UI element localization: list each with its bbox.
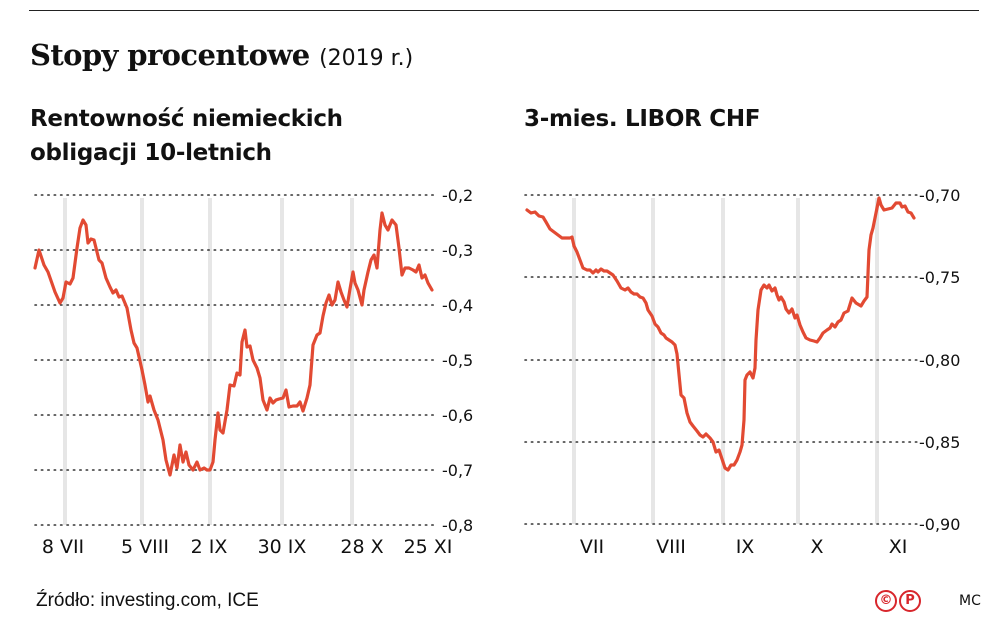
x-tick-label: XI xyxy=(889,536,908,558)
top-rule xyxy=(29,10,979,11)
x-tick-label: 28 X xyxy=(340,536,383,558)
bund-chart-title: Rentowność niemieckich obligacji 10-letn… xyxy=(30,102,450,170)
month-separator xyxy=(208,198,212,525)
data-line xyxy=(33,211,434,477)
x-tick-label: 8 VII xyxy=(42,536,84,558)
x-tick-label: VII xyxy=(580,536,604,558)
press-logo-icon: P xyxy=(899,590,921,612)
y-tick-label: -0,85 xyxy=(919,433,960,452)
year-note: (2019 r.) xyxy=(319,46,414,71)
x-tick-label: IX xyxy=(736,536,755,558)
y-tick-label: -0,80 xyxy=(919,351,960,370)
month-separator xyxy=(280,198,284,525)
x-tick-label: 2 IX xyxy=(191,536,228,558)
author-initials: MC xyxy=(959,593,981,609)
x-tick-label: 25 XI xyxy=(404,536,453,558)
month-separator xyxy=(721,198,725,524)
libor-chart-title-line-1: 3-mies. LIBOR CHF xyxy=(524,106,761,132)
copyright-icon: © xyxy=(875,590,897,612)
page-title-text: Stopy procentowe xyxy=(30,38,310,72)
month-separator xyxy=(572,198,576,524)
source-note: Źródło: investing.com, ICE xyxy=(36,590,259,611)
y-tick-label: -0,90 xyxy=(919,515,960,534)
libor-chart-title: 3-mies. LIBOR CHF xyxy=(524,102,760,136)
y-tick-label: -0,6 xyxy=(442,406,473,425)
y-tick-label: -0,70 xyxy=(919,186,960,205)
y-tick-label: -0,4 xyxy=(442,296,473,315)
y-tick-label: -0,2 xyxy=(442,186,473,205)
bund-yield-chart: -0,2 -0,3 -0,4 -0,5 -0,6 -0,7 -0,8 8 VII 5 VIII 2… xyxy=(33,186,473,558)
month-separator xyxy=(140,198,144,525)
month-separator xyxy=(350,198,354,525)
libor-chf-chart: -0,70 -0,75 -0,80 -0,85 -0,90 VII VIII IX X XI xyxy=(524,186,960,558)
y-tick-label: -0,5 xyxy=(442,351,473,370)
y-tick-label: -0,75 xyxy=(919,268,960,287)
data-line xyxy=(525,196,916,472)
month-separator xyxy=(651,198,655,524)
x-tick-label: VIII xyxy=(656,536,686,558)
month-separator xyxy=(875,198,879,524)
month-separator xyxy=(796,198,800,524)
x-tick-label: X xyxy=(810,536,823,558)
y-tick-label: -0,7 xyxy=(442,461,473,480)
month-separator xyxy=(63,198,67,525)
y-tick-label: -0,3 xyxy=(442,241,473,260)
x-tick-label: 30 IX xyxy=(258,536,307,558)
x-tick-label: 5 VIII xyxy=(121,536,169,558)
y-tick-label: -0,8 xyxy=(442,516,473,535)
bund-chart-title-line-1: Rentowność niemieckich xyxy=(30,106,343,132)
page-title: Stopy procentowe (2019 r.) xyxy=(30,38,413,72)
bund-chart-title-line-2: obligacji 10-letnich xyxy=(30,140,272,166)
